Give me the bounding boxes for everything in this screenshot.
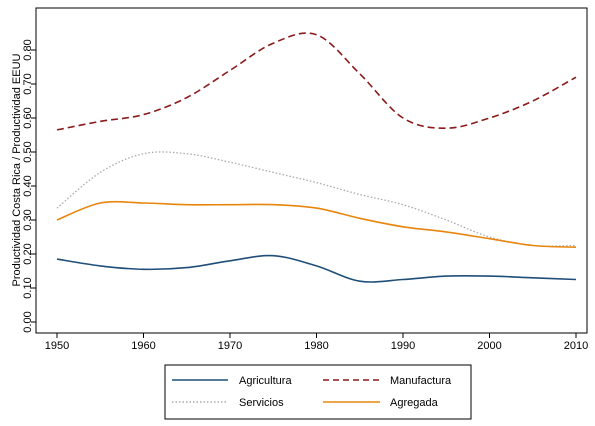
x-axis: 1950 1960 1970 1980 1990 2000 2010 bbox=[45, 333, 588, 352]
x-tick-label-1950: 1950 bbox=[45, 340, 69, 352]
legend-label-servicios: Servicios bbox=[239, 397, 284, 409]
y-tick-label-0.10: 0.10 bbox=[22, 277, 34, 298]
x-tick-label-1990: 1990 bbox=[391, 340, 415, 352]
x-tick-label-2000: 2000 bbox=[477, 340, 501, 352]
x-tick-label-1970: 1970 bbox=[218, 340, 242, 352]
x-tick-label-1980: 1980 bbox=[304, 340, 328, 352]
legend-label-agricultura: Agricultura bbox=[239, 375, 292, 387]
y-tick-label-0.20: 0.20 bbox=[22, 243, 34, 264]
series-line-agregada bbox=[56, 200, 577, 248]
x-tick-label-2010: 2010 bbox=[564, 340, 588, 352]
legend-box bbox=[164, 364, 472, 420]
y-tick-label-0.50: 0.50 bbox=[22, 141, 34, 162]
y-tick-label-0.40: 0.40 bbox=[22, 175, 34, 196]
legend-label-agregada: Agregada bbox=[390, 397, 439, 409]
series-line-manufactura bbox=[56, 32, 577, 131]
y-tick-label-0.00: 0.00 bbox=[22, 311, 34, 332]
y-axis-title: Productividad Costa Rica / Productividad… bbox=[11, 53, 23, 286]
y-axis: 0.00 0.10 0.20 0.30 0.40 0.50 0.60 0.70 0.80 bbox=[22, 39, 36, 333]
x-tick-label-1960: 1960 bbox=[131, 340, 155, 352]
y-tick-label-0.70: 0.70 bbox=[22, 73, 34, 94]
legend-label-manufactura: Manufactura bbox=[390, 375, 452, 387]
plot-lines bbox=[56, 32, 577, 283]
series-line-agricultura bbox=[56, 254, 577, 283]
y-tick-label-0.60: 0.60 bbox=[22, 107, 34, 128]
y-tick-label-0.30: 0.30 bbox=[22, 209, 34, 230]
y-tick-label-0.80: 0.80 bbox=[22, 39, 34, 60]
legend: Agricultura Manufactura Servicios Agrega… bbox=[164, 364, 472, 420]
plot-frame bbox=[35, 7, 588, 334]
